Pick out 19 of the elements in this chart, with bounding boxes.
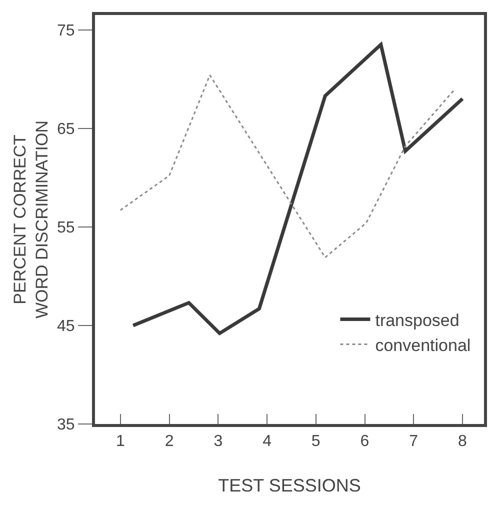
x-tick-label: 3 bbox=[214, 433, 223, 450]
x-tick-label: 4 bbox=[262, 433, 272, 450]
x-tick-label: 5 bbox=[311, 433, 320, 450]
x-axis-title: TEST SESSIONS bbox=[218, 475, 361, 496]
y-tick-label: 45 bbox=[57, 318, 75, 336]
x-tick-label: 2 bbox=[164, 433, 174, 450]
y-tick-label: 35 bbox=[57, 416, 75, 434]
y-tick-label: 75 bbox=[57, 22, 75, 40]
y-tick-label: 55 bbox=[57, 219, 75, 236]
legend-label: transposed bbox=[375, 310, 460, 330]
x-tick-label: 8 bbox=[458, 433, 468, 450]
x-tick-label: 1 bbox=[116, 433, 125, 450]
legend-label: conventional bbox=[375, 336, 471, 355]
x-tick-label: 6 bbox=[360, 433, 370, 450]
line-series bbox=[120, 74, 455, 258]
x-tick-label: 7 bbox=[409, 433, 418, 450]
line-series bbox=[131, 42, 464, 336]
y-tick-label: 65 bbox=[57, 120, 75, 138]
y-axis-title: PERCENT CORRECT WORD DISCRIMINATION bbox=[10, 120, 52, 319]
